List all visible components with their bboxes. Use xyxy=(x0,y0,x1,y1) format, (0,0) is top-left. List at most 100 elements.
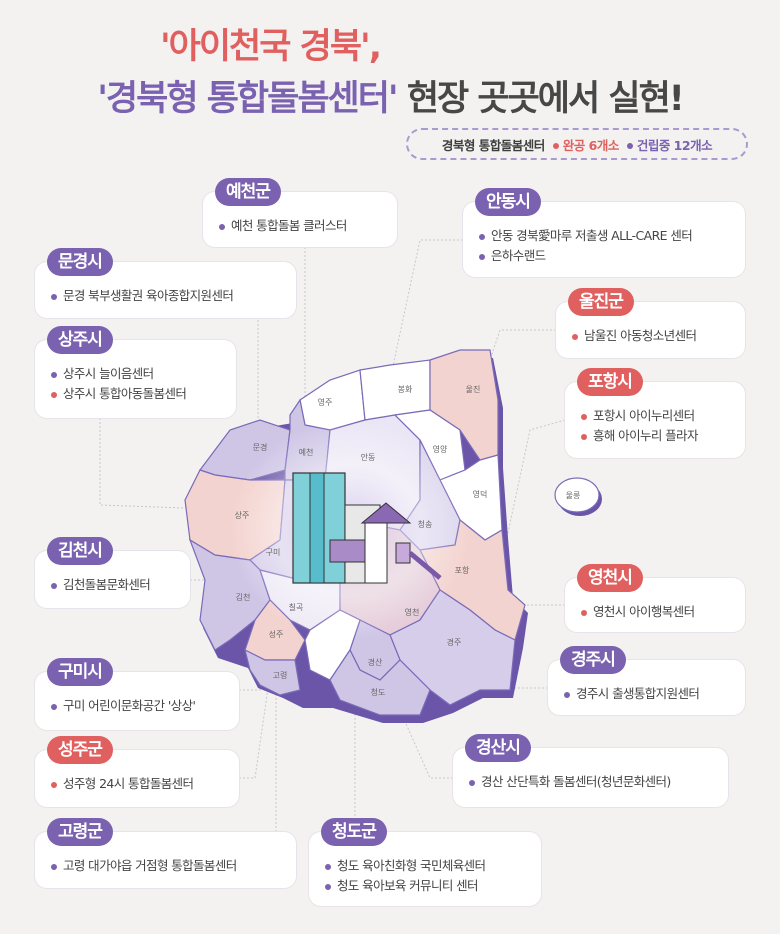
center-name: 청도 육아친화형 국민체육센터 xyxy=(337,858,486,873)
status-dot-icon xyxy=(479,233,485,240)
center-item: 흥해 아이누리 플라자 xyxy=(581,426,729,446)
region-tag: 청도군 xyxy=(321,818,387,846)
center-item: 포항시 아이누리센터 xyxy=(581,406,729,426)
region-cheongdo xyxy=(329,648,431,716)
region-goryeong xyxy=(244,648,301,696)
status-dot-icon xyxy=(581,433,587,440)
center-name: 은하수랜드 xyxy=(491,248,546,263)
status-dot-icon xyxy=(325,883,331,890)
status-dot-icon xyxy=(564,691,570,698)
map-label: 영천 xyxy=(405,607,420,617)
region-tag: 문경시 xyxy=(47,248,113,276)
center-item: 문경 북부생활권 육아종합지원센터 xyxy=(51,286,280,306)
status-dot-icon xyxy=(479,253,485,260)
center-item: 영천시 아이행복센터 xyxy=(581,602,729,622)
center-item: 청도 육아친화형 국민체육센터 xyxy=(325,856,525,876)
center-item: 김천돌봄문화센터 xyxy=(51,575,174,595)
center-item: 경산 산단특화 돌봄센터(청년문화센터) xyxy=(469,772,712,792)
center-name: 경주시 출생통합지원센터 xyxy=(576,686,700,701)
region-ulleung xyxy=(554,477,600,513)
status-dot-icon xyxy=(469,779,475,786)
center-name: 예천 통합돌봄 클러스터 xyxy=(231,218,347,233)
region-tag: 상주시 xyxy=(47,326,113,354)
center-name: 포항시 아이누리센터 xyxy=(593,408,695,423)
map-label: 영양 xyxy=(433,444,448,454)
map-label: 안동 xyxy=(361,452,376,462)
legend-construction: 건립중 12개소 xyxy=(636,137,713,153)
care-center-building-illustration xyxy=(292,472,442,584)
center-item: 남울진 아동청소년센터 xyxy=(572,326,729,346)
map-label: 경주 xyxy=(447,637,462,647)
status-dot-icon xyxy=(51,293,57,300)
center-name: 성주형 24시 통합돌봄센터 xyxy=(63,776,194,791)
status-dot-icon xyxy=(51,781,57,788)
status-dot-icon xyxy=(581,609,587,616)
map-label: 포항 xyxy=(455,566,470,575)
region-tag: 울진군 xyxy=(568,288,634,316)
center-name: 상주시 통합아동돌봄센터 xyxy=(63,386,187,401)
center-item: 상주시 늘이음센터 xyxy=(51,364,220,384)
center-name: 김천돌봄문화센터 xyxy=(63,577,151,592)
center-item: 고령 대가야읍 거점형 통합돌봄센터 xyxy=(51,856,280,876)
center-item: 구미 어린이문화공간 '상상' xyxy=(51,696,223,716)
status-dot-icon xyxy=(51,582,57,589)
status-dot-icon xyxy=(572,333,578,340)
center-item: 경주시 출생통합지원센터 xyxy=(564,684,729,704)
center-name: 흥해 아이누리 플라자 xyxy=(593,428,698,443)
center-name: 안동 경북愛마루 저출생 ALL-CARE 센터 xyxy=(491,228,693,243)
map-label: 울진 xyxy=(466,384,481,394)
center-name: 문경 북부생활권 육아종합지원센터 xyxy=(63,288,234,303)
map-label: 경산 xyxy=(368,657,383,667)
headline-line-2: '경북형 통합돌봄센터' 현장 곳곳에서 실현! xyxy=(0,70,780,121)
region-tag: 성주군 xyxy=(47,736,113,764)
center-name: 구미 어린이문화공간 '상상' xyxy=(63,698,196,713)
headline-line-1: '아이천국 경북', xyxy=(159,27,382,67)
map-label: 청도 xyxy=(371,688,386,697)
map-label: 울릉 xyxy=(566,491,581,500)
region-card-gumi: 구미시 구미 어린이문화공간 '상상' xyxy=(35,658,239,730)
legend-label: 경북형 통합돌봄센터 xyxy=(441,137,545,153)
region-tag: 안동시 xyxy=(475,188,541,216)
region-tag: 포항시 xyxy=(577,368,643,396)
center-item: 예천 통합돌봄 클러스터 xyxy=(219,216,381,236)
center-item: 청도 육아보육 커뮤니티 센터 xyxy=(325,876,525,896)
center-item: 은하수랜드 xyxy=(479,246,729,266)
map-label: 예천 xyxy=(299,447,314,457)
region-card-gimcheon: 김천시 김천돌봄문화센터 xyxy=(35,537,190,608)
map-label: 칠곡 xyxy=(289,603,304,612)
center-item: 성주형 24시 통합돌봄센터 xyxy=(51,774,223,794)
headline-highlight: '경북형 통합돌봄센터' xyxy=(97,79,398,119)
region-tag: 고령군 xyxy=(47,818,113,846)
map-label: 상주 xyxy=(235,510,250,520)
map-label: 문경 xyxy=(253,442,268,452)
status-dot-icon xyxy=(51,703,57,710)
region-card-gyeongju: 경주시 경주시 출생통합지원센터 xyxy=(548,646,745,715)
center-name: 영천시 아이행복센터 xyxy=(593,604,695,619)
status-dot-icon xyxy=(51,371,57,378)
map-label: 김천 xyxy=(236,592,251,602)
center-item: 안동 경북愛마루 저출생 ALL-CARE 센터 xyxy=(479,226,729,246)
completed-dot-icon xyxy=(552,143,559,149)
construction-dot-icon xyxy=(626,143,633,149)
map-label: 고령 xyxy=(273,671,288,680)
map-label: 봉화 xyxy=(398,385,413,394)
map-label: 영덕 xyxy=(473,489,488,499)
status-dot-icon xyxy=(581,413,587,420)
region-tag: 경산시 xyxy=(465,734,531,762)
status-dot-icon xyxy=(51,863,57,870)
status-dot-icon xyxy=(325,863,331,870)
region-tag: 영천시 xyxy=(577,564,643,592)
region-tag: 예천군 xyxy=(215,178,281,206)
center-name: 고령 대가야읍 거점형 통합돌봄센터 xyxy=(63,858,237,873)
map-label: 영주 xyxy=(318,397,333,407)
